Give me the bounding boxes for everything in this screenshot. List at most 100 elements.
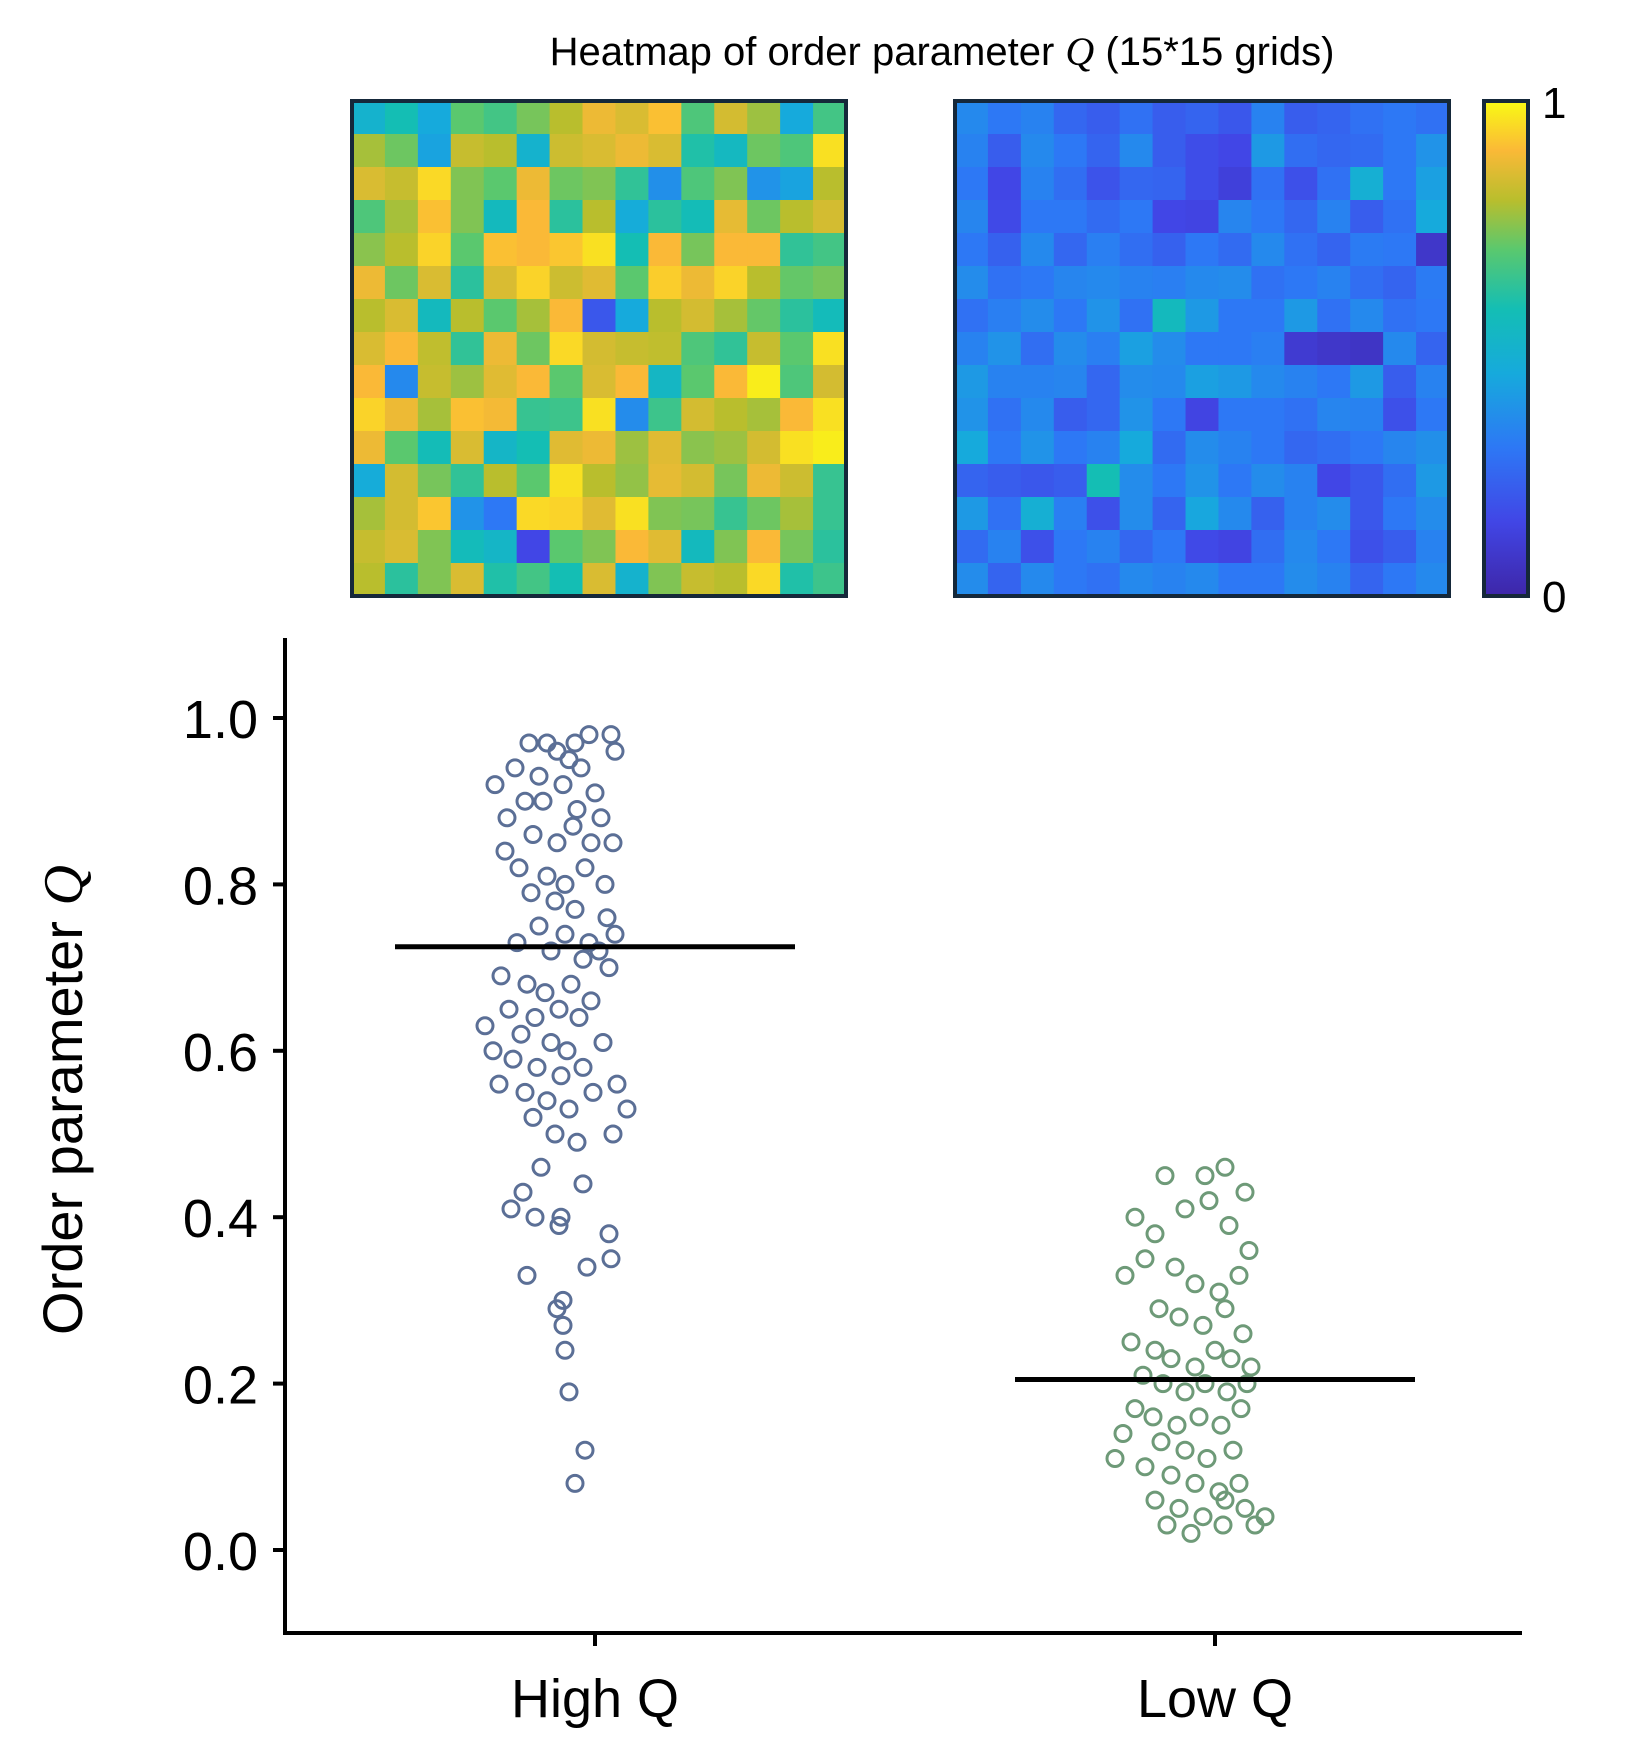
colorbar-max-label: 1: [1542, 79, 1566, 128]
heatmap-cell: [384, 101, 419, 135]
heatmap-cell: [1251, 167, 1285, 201]
heatmap-cell: [1086, 365, 1121, 399]
heatmap-cell: [1119, 200, 1154, 234]
heatmap-cell: [352, 266, 386, 300]
heatmap-cell: [450, 365, 485, 399]
scatter-point: [1241, 1357, 1261, 1377]
heatmap-cell: [1317, 530, 1351, 564]
heatmap-cell: [1251, 431, 1285, 465]
heatmap-cell: [417, 530, 452, 564]
scatter-point: [1175, 1440, 1195, 1460]
scatter-point: [581, 833, 601, 853]
heatmap-cell: [1119, 365, 1154, 399]
heatmap-cell: [747, 266, 781, 300]
heatmap-cell: [813, 134, 847, 168]
heatmap-cell: [1152, 563, 1187, 597]
x-axis-ticks: High Q Low Q: [511, 1633, 1293, 1729]
heatmap-cell: [582, 167, 617, 201]
heatmap-cell: [780, 101, 814, 135]
heatmap-cell: [1251, 464, 1285, 498]
heatmap-cell: [1383, 497, 1417, 531]
scatter-point: [1105, 1449, 1125, 1468]
heatmap-cell: [747, 200, 781, 234]
scatter-point: [491, 966, 511, 986]
heatmap-cell: [714, 530, 748, 564]
scatter-point: [1161, 1349, 1181, 1369]
heatmap-cell: [615, 167, 649, 201]
heatmap-cell: [615, 464, 649, 498]
heatmap-cell: [417, 167, 452, 201]
heatmap-cell: [1284, 332, 1318, 366]
heatmap-cell: [747, 563, 781, 597]
heatmap-cell: [1218, 101, 1252, 135]
heatmap-cell: [1086, 398, 1121, 432]
heatmap-cell: [1218, 365, 1252, 399]
heatmap-cell: [483, 134, 518, 168]
heatmap-cell: [1086, 266, 1121, 300]
heatmap-cell: [549, 365, 584, 399]
heatmap-cell: [747, 530, 781, 564]
scatter-point: [1169, 1498, 1189, 1518]
heatmap-cell: [1152, 398, 1187, 432]
heatmap-cell: [813, 200, 847, 234]
heatmap-cell: [1350, 134, 1384, 168]
scatter-point: [1133, 1365, 1153, 1385]
heatmap-cell: [1053, 134, 1088, 168]
heatmap-cell: [516, 464, 551, 498]
heatmap-cell: [813, 101, 847, 135]
heatmap-cell: [747, 233, 781, 267]
heatmap-cell: [483, 464, 518, 498]
heatmap-cell: [384, 563, 419, 597]
heatmap-cell: [681, 431, 715, 465]
scatter-point: [617, 1099, 637, 1119]
heatmap-cell: [582, 101, 617, 135]
heatmap-cell: [1383, 200, 1417, 234]
scatter-point: [555, 1340, 575, 1360]
heatmap-cell: [987, 563, 1022, 597]
heatmap-cell: [1251, 563, 1285, 597]
scatter-point: [1135, 1249, 1155, 1269]
heatmap-cell: [1416, 398, 1450, 432]
heatmap-cell: [1416, 299, 1450, 333]
heatmap-cell: [1416, 365, 1450, 399]
heatmap-cell: [681, 266, 715, 300]
heatmap-cell: [450, 266, 485, 300]
scatter-point: [545, 1124, 565, 1144]
heatmap-cell: [987, 299, 1022, 333]
heatmap-cell: [450, 563, 485, 597]
heatmap-cell: [1218, 332, 1252, 366]
heatmap-cell: [714, 332, 748, 366]
heatmap-cell: [780, 563, 814, 597]
heatmap-cell: [987, 398, 1022, 432]
scatter-point: [529, 916, 549, 936]
heatmap-cell: [1218, 497, 1252, 531]
heatmap-cell: [417, 200, 452, 234]
heatmap-cell: [615, 266, 649, 300]
heatmap-cell: [483, 497, 518, 531]
scatter-point: [549, 999, 569, 1019]
heatmap-cell: [1284, 398, 1318, 432]
heatmap-cell: [648, 398, 682, 432]
heatmap-cell: [1350, 563, 1384, 597]
scatter-point: [1215, 1299, 1235, 1319]
scatter-point: [517, 1265, 537, 1285]
heatmap-cell: [955, 530, 989, 564]
heatmap-cell: [1317, 431, 1351, 465]
heatmap-cell: [1416, 101, 1450, 135]
scatter-point: [1215, 1157, 1235, 1177]
heatmap-cell: [813, 563, 847, 597]
scatter-point: [1113, 1424, 1133, 1443]
heatmap-cell: [780, 530, 814, 564]
scatter-point: [1255, 1507, 1275, 1527]
y-tick-label: 0.8: [183, 856, 258, 916]
heatmap-cell: [1416, 134, 1450, 168]
scatter-point: [1239, 1241, 1259, 1260]
scatter-point: [601, 1249, 621, 1269]
heatmap-cell: [417, 464, 452, 498]
scatter-point: [551, 1066, 571, 1086]
heatmap-cell: [615, 332, 649, 366]
heatmap-cell: [1383, 431, 1417, 465]
heatmap-cell: [516, 530, 551, 564]
scatter-point: [553, 775, 573, 795]
scatter-point: [595, 874, 615, 894]
